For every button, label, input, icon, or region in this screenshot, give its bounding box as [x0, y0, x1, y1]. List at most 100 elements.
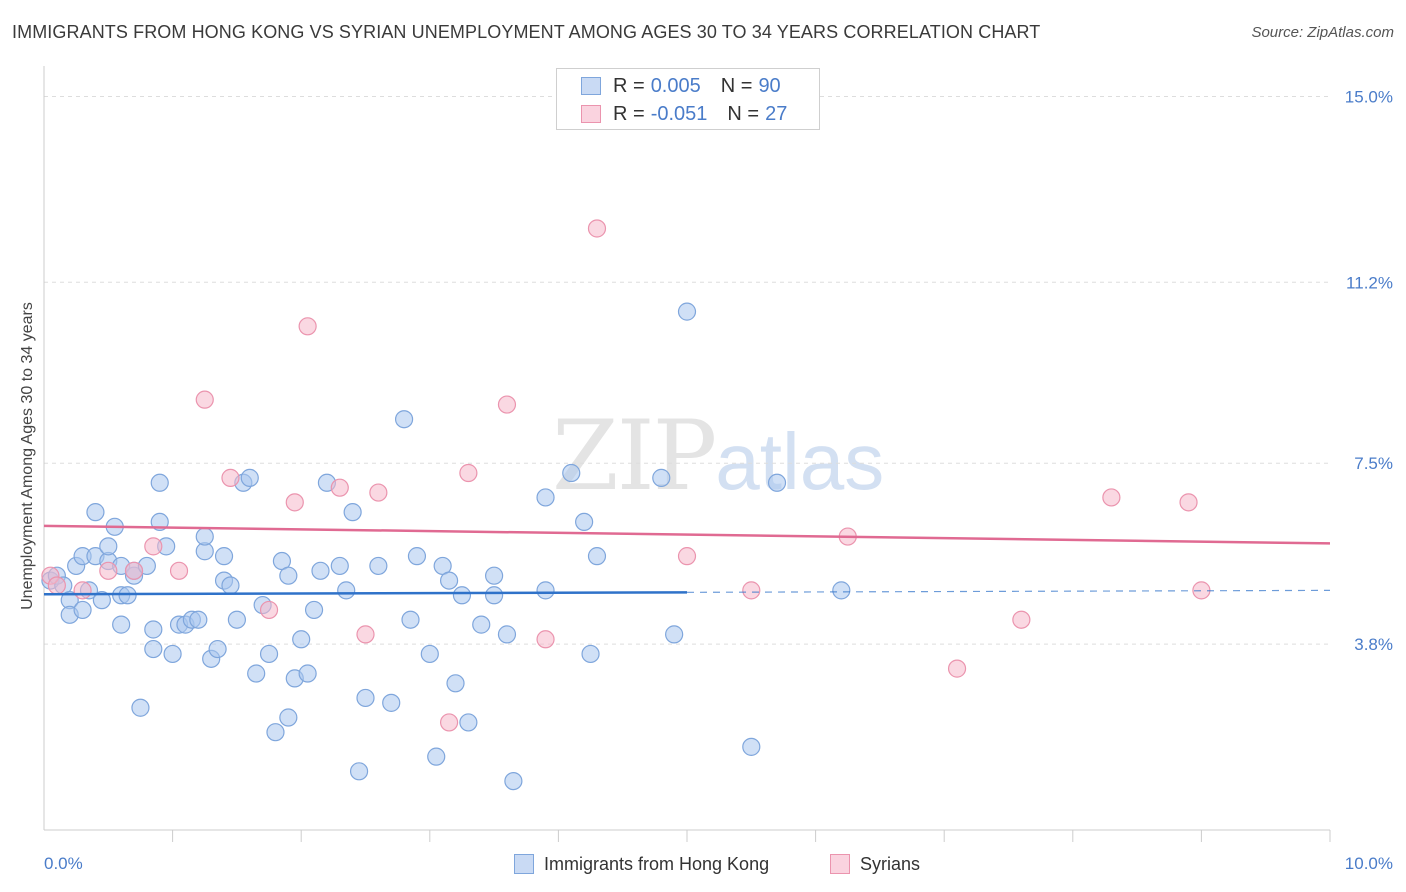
syrian-point — [536, 630, 555, 649]
chart-title: IMMIGRANTS FROM HONG KONG VS SYRIAN UNEM… — [12, 22, 1041, 42]
bottom-legend-swatch-syrians — [830, 854, 850, 874]
correlation-legend: R = 0.005 N = 90 R = -0.051 N = 27 — [556, 68, 820, 130]
hong-kong-point — [73, 600, 92, 620]
hong-kong-point — [279, 566, 298, 585]
hong-kong-point — [86, 503, 105, 522]
hong-kong-point — [504, 771, 523, 791]
hong-kong-point — [356, 688, 375, 708]
hong-kong-point — [401, 610, 420, 629]
source-credit: Source: ZipAtlas.com — [1251, 24, 1394, 41]
legend-r-value-hong-kong: 0.005 — [650, 74, 701, 97]
bottom-legend-label-hong-kong: Immigrants from Hong Kong — [544, 853, 770, 874]
hong-kong-point — [279, 708, 298, 727]
hong-kong-point — [665, 625, 684, 644]
syrian-point — [1179, 493, 1198, 512]
hong-kong-point — [144, 639, 163, 659]
hong-kong-point — [92, 591, 111, 610]
legend-n-label: N = — [720, 74, 753, 97]
hong-kong-point — [562, 463, 581, 483]
hong-kong-point — [452, 586, 472, 605]
legend-r-label: R = — [613, 74, 645, 97]
hong-kong-point — [292, 630, 311, 649]
syrian-point — [124, 561, 144, 580]
hong-kong-point — [99, 537, 118, 556]
hong-kong-point — [407, 547, 427, 566]
bottom-legend-label-syrians: Syrians — [860, 853, 921, 874]
syrian-point — [1012, 610, 1031, 629]
hong-kong-point — [266, 723, 285, 742]
legend-n-value-syrians: 27 — [765, 102, 788, 125]
hong-kong-point — [652, 468, 671, 487]
legend-row-hong-kong: R = 0.005 N = 90 — [581, 73, 781, 99]
hong-kong-point — [259, 644, 279, 664]
legend-swatch-hong-kong — [581, 77, 601, 95]
legend-swatch-syrians — [581, 105, 601, 123]
syrian-point — [1102, 488, 1121, 507]
syrian-point — [356, 625, 375, 644]
hong-kong-point — [131, 698, 150, 717]
hong-kong-point — [112, 615, 131, 634]
hong-kong-point — [742, 737, 761, 756]
legend-row-syrians: R = -0.051 N = 27 — [581, 101, 787, 127]
hong-kong-point — [382, 693, 401, 712]
hong-kong-point — [677, 302, 697, 321]
syrian-point — [47, 576, 66, 595]
hong-kong-point — [150, 473, 169, 492]
syrian-point — [73, 581, 92, 600]
hong-kong-point — [221, 576, 240, 595]
hong-kong-point — [144, 620, 163, 639]
hong-kong-point — [394, 410, 414, 429]
hong-kong-point — [446, 674, 465, 693]
hong-kong-point — [214, 547, 234, 566]
hong-kong-point — [459, 713, 478, 732]
hong-kong-point — [343, 503, 362, 522]
syrian-point — [369, 483, 388, 502]
legend-n-label: N = — [727, 102, 760, 125]
y-axis-label: Unemployment Among Ages 30 to 34 years — [19, 302, 36, 610]
hong-kong-point — [195, 527, 214, 546]
syrian-point — [497, 395, 517, 414]
syrian-point — [459, 463, 478, 483]
syrian-point — [439, 713, 459, 732]
bottom-legend-syrians: Syrians — [830, 852, 920, 876]
y-tick-label: 11.2% — [1346, 273, 1393, 292]
syrian-point — [587, 219, 607, 238]
hong-kong-point — [349, 762, 369, 781]
legend-r-value-syrians: -0.051 — [650, 102, 708, 125]
x-tick-label: 10.0% — [1345, 854, 1393, 873]
syrian-point — [169, 561, 189, 580]
watermark: ZIPatlas — [552, 400, 884, 512]
syrian-point — [742, 581, 761, 600]
hong-kong-point — [247, 664, 266, 683]
y-tick-label: 7.5% — [1354, 454, 1393, 473]
y-tick-label: 15.0% — [1345, 87, 1393, 106]
hong-kong-point — [304, 600, 324, 620]
syrian-point — [677, 547, 697, 566]
syrian-trend-line — [43, 524, 1331, 545]
bottom-legend-swatch-hong-kong — [514, 854, 534, 874]
hong-kong-point — [330, 556, 349, 576]
hong-kong-point — [587, 547, 607, 566]
syrian-point — [144, 537, 163, 556]
hong-kong-point — [536, 488, 555, 507]
hong-kong-point — [767, 473, 787, 492]
hong-kong-point — [832, 581, 851, 600]
legend-r-label: R = — [613, 102, 645, 125]
watermark-zip: ZIP — [552, 400, 717, 512]
legend-n-value-hong-kong: 90 — [758, 74, 781, 97]
hong-kong-point — [536, 581, 555, 600]
y-tick-label: 3.8% — [1354, 635, 1393, 654]
hong-kong-point — [189, 610, 208, 629]
hong-kong-point — [298, 664, 317, 683]
hong-kong-point — [485, 566, 504, 585]
hong-kong-point — [227, 610, 246, 629]
hong-kong-point — [575, 512, 594, 532]
syrian-point — [195, 390, 214, 409]
hong-kong-point — [311, 561, 330, 580]
hong-kong-point — [439, 571, 459, 590]
hong-kong-trend-extension — [686, 589, 1331, 593]
hong-kong-point — [485, 586, 504, 605]
hong-kong-point — [208, 639, 227, 659]
hong-kong-point — [581, 644, 600, 664]
